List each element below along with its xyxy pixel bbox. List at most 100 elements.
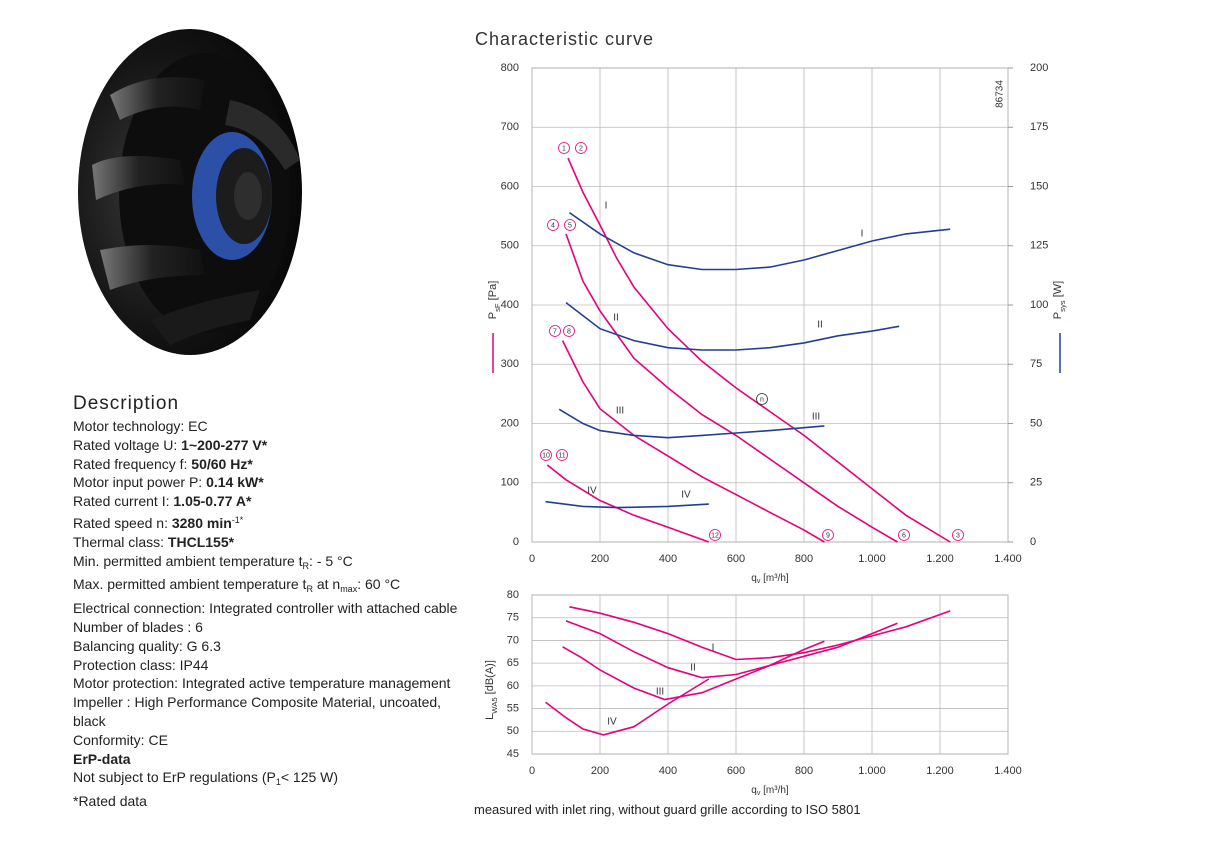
text-part: *Rated data (73, 793, 147, 810)
description-line: Electrical connection: Integrated contro… (73, 599, 473, 618)
annotation: n (760, 396, 764, 403)
text-sub: 1 (275, 777, 281, 788)
series-line (568, 211, 951, 271)
text-part: Thermal class: (73, 533, 168, 550)
description-line: Max. permitted ambient temperature tR at… (73, 575, 473, 599)
description-line: Balancing quality: G 6.3 (73, 637, 473, 656)
x-tick-label: 800 (795, 553, 813, 565)
curve-label: III (812, 412, 820, 423)
curve-label: III (616, 406, 624, 417)
annotation: 9 (826, 532, 830, 539)
series-line (558, 408, 825, 439)
curve-label: I (712, 643, 715, 654)
curve-label: II (817, 320, 823, 331)
annotation-circle (563, 325, 575, 337)
y-tick-label: 55 (507, 702, 519, 714)
text-part: : - 5 °C (309, 552, 353, 569)
y-tick-label: 70 (507, 634, 519, 646)
text-part: Balancing quality: G 6.3 (73, 637, 221, 654)
y-axis-label: PsF [Pa] (487, 281, 502, 320)
x-tick-label: 600 (727, 553, 745, 565)
y-tick-label: 65 (507, 657, 519, 669)
annotation: 11 (558, 452, 565, 459)
curve-label: I (605, 201, 608, 212)
x-tick-label: 1.200 (926, 765, 954, 777)
series-line (567, 157, 951, 543)
y-tick-label: 0 (513, 536, 519, 548)
annotation-circle (709, 529, 721, 541)
annotation-circle (540, 449, 552, 461)
text-bold: THCL155* (167, 533, 235, 550)
text-part: Protection class: IP44 (73, 656, 209, 673)
series-line (565, 620, 898, 679)
description-line: Thermal class: THCL155* (73, 533, 473, 552)
text-part: P (1052, 312, 1064, 319)
series-line (546, 464, 710, 543)
text-part: Number of blades : 6 (73, 618, 203, 635)
description-line: Motor technology: EC (73, 417, 473, 436)
text-part: Motor input power P: (73, 474, 207, 491)
y-tick-label: 300 (501, 358, 519, 370)
annotation: 7 (553, 328, 557, 335)
text-bold: 50/60 Hz* (191, 455, 253, 472)
text-part: Impeller : High Performance Composite Ma… (73, 694, 442, 729)
y2-tick-label: 50 (1030, 417, 1042, 429)
y2-tick-label: 25 (1030, 477, 1042, 489)
y-tick-label: 700 (501, 121, 519, 133)
text-bold: ErP-data (73, 750, 131, 767)
curve-label: IV (681, 490, 691, 501)
curve-label: II (613, 313, 619, 324)
y-tick-label: 400 (501, 299, 519, 311)
text-part: P (487, 312, 499, 319)
description-line: Rated current I: 1.05-0.77 A* (73, 492, 473, 511)
annotation: 3 (956, 532, 960, 539)
y-tick-label: 60 (507, 680, 519, 692)
text-sup: -1* (231, 514, 244, 525)
description-line: ErP-data (73, 750, 473, 769)
description-line: Motor protection: Integrated active temp… (73, 674, 473, 693)
annotation-circle (558, 142, 570, 154)
x-tick-label: 0 (529, 765, 535, 777)
description-line: Not subject to ErP regulations (P1< 125 … (73, 768, 473, 792)
x-tick-label: 1.400 (994, 553, 1022, 565)
x-tick-label: 200 (591, 765, 609, 777)
text-part: : 60 °C (357, 576, 401, 593)
text-sub: R (306, 584, 313, 595)
text-part: [Pa] (487, 281, 499, 304)
x-tick-label: 400 (659, 765, 677, 777)
text-sub: WA5 (490, 697, 499, 713)
y-tick-label: 50 (507, 725, 519, 737)
series-line (562, 640, 825, 701)
text-part: Motor technology: EC (73, 418, 208, 434)
x-tick-label: 1.000 (858, 553, 886, 565)
description-line: Rated frequency f: 50/60 Hz* (73, 455, 473, 474)
text-sub: v (757, 578, 761, 585)
chart-title: Characteristic curve (475, 29, 654, 49)
curve-label: I (861, 229, 864, 240)
text-part: < 125 W) (280, 769, 339, 786)
series-line (561, 340, 825, 543)
text-part: [m³/h] (760, 785, 789, 796)
curve-label: II (690, 663, 696, 674)
x-tick-label: 200 (591, 553, 609, 565)
text-sub: max (340, 584, 358, 595)
series-line (565, 233, 898, 543)
description-lines: Motor technology: EC Rated voltage U: 1~2… (73, 417, 473, 811)
annotation-circle (575, 142, 587, 154)
series-line (545, 678, 710, 736)
y-tick-label: 600 (501, 180, 519, 192)
x-tick-label: 1.000 (858, 765, 886, 777)
y2-axis-label: Psys [W] (1052, 281, 1067, 319)
y-tick-label: 80 (507, 589, 519, 601)
y-tick-label: 100 (501, 477, 519, 489)
series-line (565, 301, 900, 351)
x-axis-label: qv [m³/h] (751, 785, 789, 798)
y2-tick-label: 175 (1030, 121, 1048, 133)
annotation: 10 (542, 452, 550, 459)
drawing-number: 86734 (995, 80, 1006, 108)
annotation-circle (549, 325, 561, 337)
annotation-circle (556, 449, 568, 461)
y2-tick-label: 100 (1030, 299, 1048, 311)
text-part: [m³/h] (760, 573, 789, 584)
